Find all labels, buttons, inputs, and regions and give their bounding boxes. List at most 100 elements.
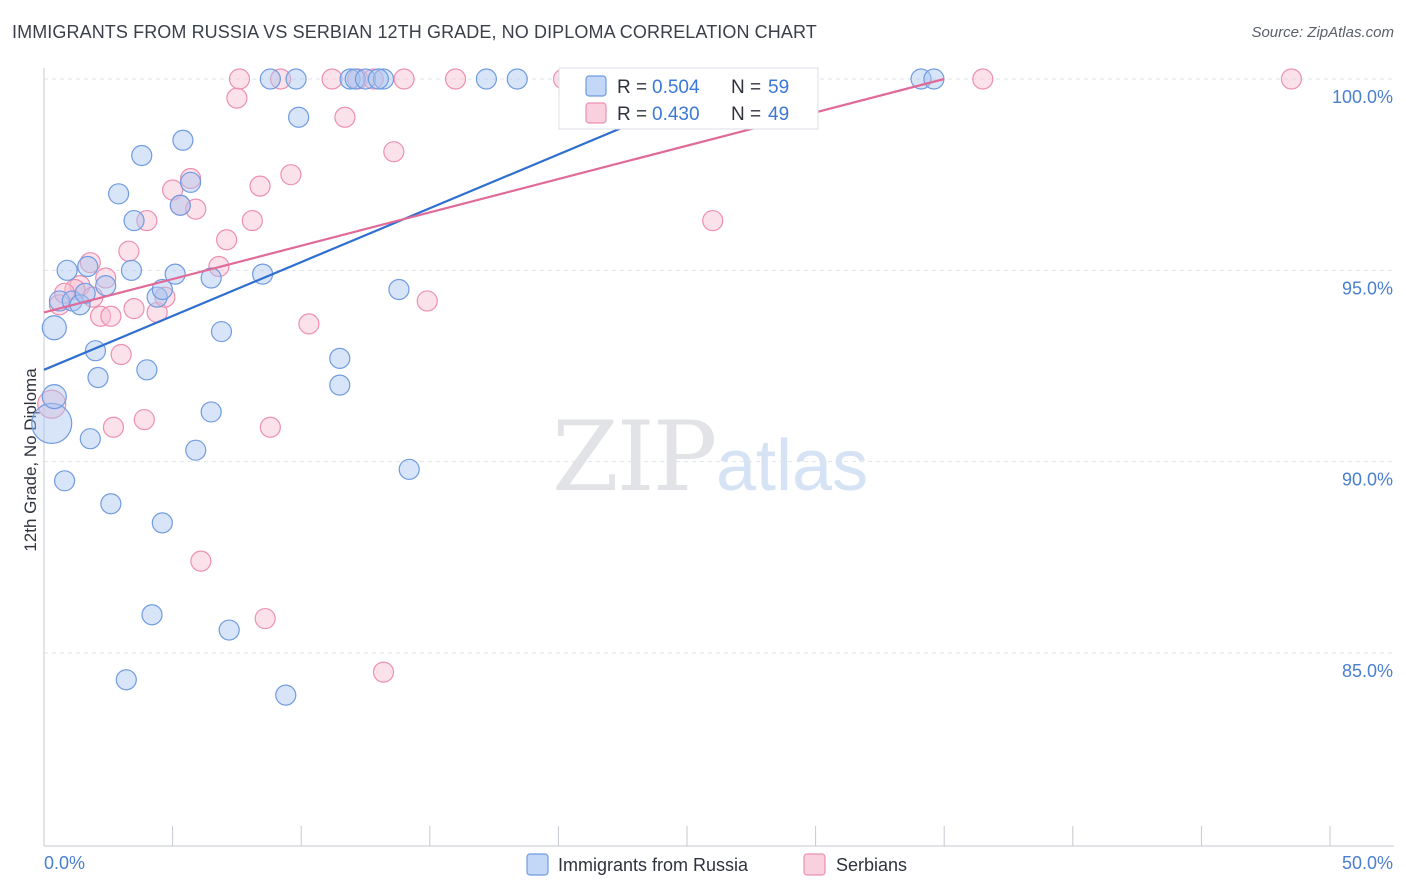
bottom-legend-label-russia: Immigrants from Russia [558, 855, 749, 875]
point-russia-0 [31, 402, 73, 444]
bottom-legend: Immigrants from Russia Serbians [526, 853, 907, 876]
watermark-zip: ZIP [552, 401, 715, 513]
point-russia-20 [141, 604, 163, 626]
point-russia-2 [41, 315, 67, 341]
y-tick-labels: 100.0% 95.0% 90.0% 85.0% [1332, 87, 1393, 681]
y-tick-label-2: 90.0% [1342, 470, 1393, 490]
legend-swatch-russia [585, 75, 607, 97]
point-russia-11 [87, 366, 109, 389]
point-russia-45 [475, 68, 497, 90]
point-russia-8 [74, 282, 96, 304]
axes [43, 68, 1394, 847]
watermark: ZIP atlas [552, 401, 868, 513]
point-serbians-8 [118, 240, 140, 262]
point-serbians-3 [79, 252, 101, 274]
y-tick-label-3: 85.0% [1342, 661, 1393, 681]
point-russia-15 [115, 669, 137, 691]
point-russia-1 [41, 384, 67, 410]
point-serbians-23 [241, 209, 263, 232]
point-serbians-31 [334, 106, 356, 128]
point-russia-36 [288, 106, 310, 128]
point-russia-22 [151, 278, 173, 301]
point-serbians-7 [110, 343, 132, 366]
point-serbians-10 [133, 408, 155, 431]
point-serbians-47 [100, 305, 122, 327]
point-russia-5 [56, 259, 78, 281]
point-serbians-6 [102, 416, 125, 438]
bottom-legend-swatch-russia [526, 853, 549, 876]
point-russia-18 [131, 144, 153, 167]
x-tick-label-0: 0.0% [44, 853, 85, 873]
point-russia-37 [285, 68, 307, 90]
point-serbians-24 [249, 175, 271, 197]
point-russia-42 [354, 68, 377, 90]
source-label: Source: ZipAtlas.com [1251, 24, 1394, 41]
point-serbians-11 [136, 209, 158, 232]
point-russia-46 [506, 68, 528, 90]
legend: R = 0.504 N = 59 R = 0.430 N = 49 [558, 67, 819, 130]
point-russia-34 [259, 68, 281, 90]
point-russia-38 [329, 347, 351, 369]
legend-r-value-russia: 0.504 [652, 77, 700, 98]
point-serbians-42 [702, 209, 724, 232]
point-serbians-44 [1280, 68, 1303, 90]
legend-n-value-serbians: 49 [768, 104, 789, 125]
legend-n-label-russia: N = [731, 77, 761, 98]
point-russia-13 [100, 493, 122, 515]
point-russia-19 [136, 359, 158, 381]
point-serbians-37 [416, 290, 438, 312]
point-serbians-34 [372, 661, 395, 683]
point-serbians-26 [259, 416, 281, 438]
point-russia-4 [53, 470, 76, 492]
point-serbians-9 [123, 298, 145, 320]
point-russia-39 [329, 374, 351, 396]
bottom-legend-swatch-serbians [803, 853, 826, 876]
point-serbians-30 [321, 68, 343, 90]
point-russia-29 [200, 401, 222, 423]
point-serbians-14 [162, 179, 184, 201]
point-russia-44 [398, 458, 420, 480]
point-russia-10 [79, 428, 101, 450]
point-serbians-25 [254, 607, 276, 630]
bottom-legend-label-serbians: Serbians [836, 855, 907, 875]
y-tick-label-1: 95.0% [1342, 278, 1393, 298]
point-russia-23 [151, 512, 173, 534]
data-points [31, 68, 1303, 706]
point-serbians-36 [393, 68, 415, 90]
point-serbians-43 [972, 68, 994, 90]
chart-title: IMMIGRANTS FROM RUSSIA VS SERBIAN 12TH G… [12, 22, 817, 42]
point-russia-35 [275, 684, 297, 706]
legend-r-label-serbians: R = [617, 104, 647, 125]
point-russia-27 [180, 171, 202, 193]
point-serbians-18 [190, 550, 212, 572]
point-serbians-38 [444, 68, 467, 90]
point-russia-3 [48, 290, 71, 312]
point-serbians-28 [280, 164, 302, 186]
point-russia-17 [120, 259, 143, 281]
point-serbians-0 [37, 389, 67, 419]
y-tick-label-0: 100.0% [1332, 87, 1393, 107]
point-russia-51 [367, 68, 389, 90]
point-russia-9 [77, 255, 99, 278]
point-russia-40 [339, 68, 361, 90]
point-russia-26 [172, 129, 194, 151]
point-russia-16 [123, 209, 145, 232]
point-serbians-13 [154, 286, 176, 308]
legend-swatch-serbians [585, 102, 607, 124]
legend-r-value-serbians: 0.430 [652, 104, 700, 125]
y-axis-label: 12th Grade, No Diploma [21, 368, 40, 552]
point-russia-50 [372, 68, 395, 90]
point-russia-31 [210, 320, 233, 343]
point-russia-52 [95, 275, 117, 297]
point-serbians-21 [226, 87, 248, 109]
point-serbians-20 [216, 229, 238, 251]
point-serbians-29 [298, 313, 320, 335]
legend-r-label-russia: R = [617, 77, 647, 98]
point-russia-32 [218, 619, 240, 641]
point-serbians-22 [228, 68, 251, 90]
legend-n-label-serbians: N = [731, 104, 761, 125]
point-russia-28 [185, 439, 207, 461]
watermark-atlas: atlas [716, 426, 868, 506]
point-russia-14 [107, 183, 130, 205]
